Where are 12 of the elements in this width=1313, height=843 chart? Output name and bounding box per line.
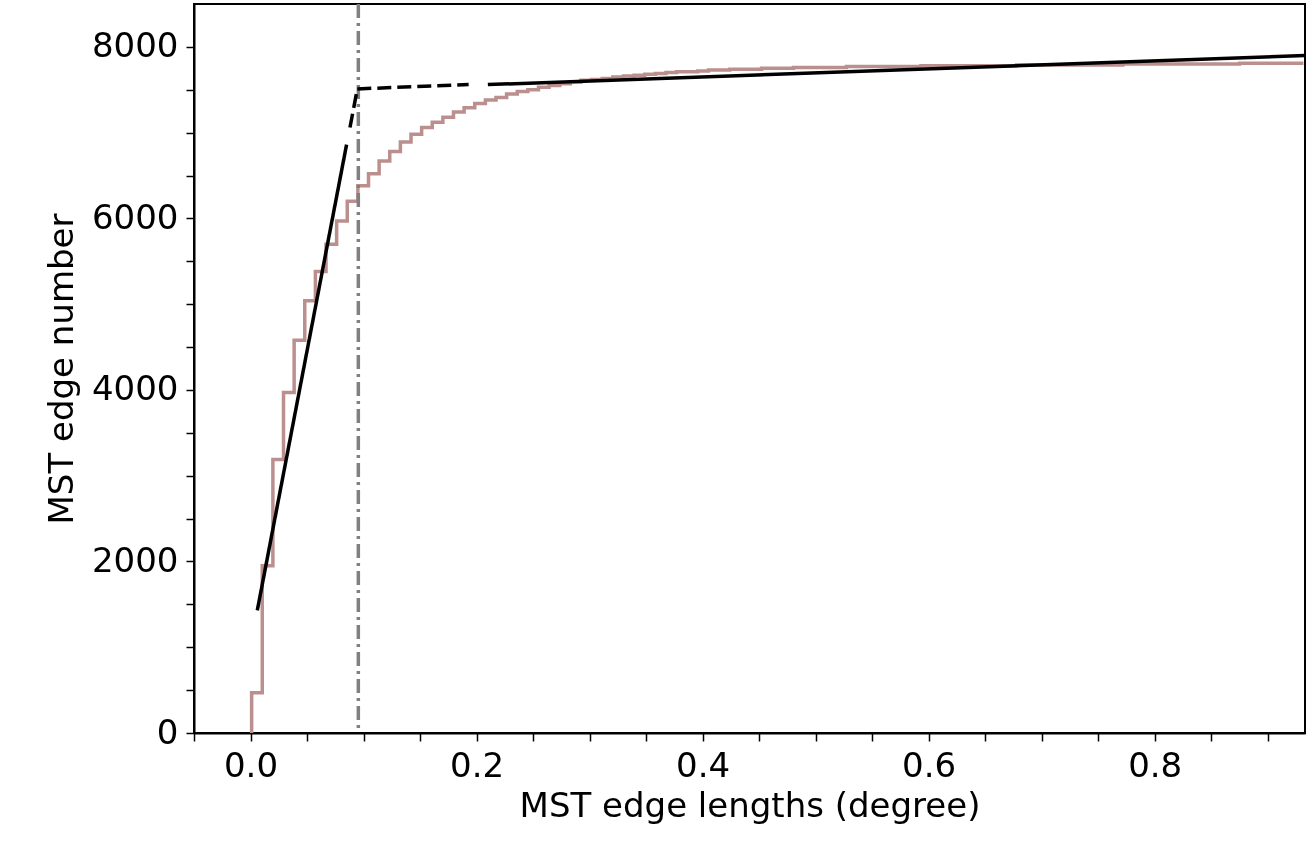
- x-axis-title: MST edge lengths (degree): [519, 784, 981, 825]
- x-tick-label: 0.8: [1128, 744, 1183, 785]
- y-tick-label: 6000: [91, 196, 179, 237]
- y-tick-label: 0: [156, 711, 179, 752]
- y-tick-label: 2000: [91, 539, 179, 580]
- y-axis-title: MST edge number: [40, 213, 81, 525]
- x-tick-label: 0.0: [223, 744, 279, 785]
- x-tick-label: 0.2: [450, 744, 505, 785]
- x-tick-label: 0.4: [676, 744, 731, 785]
- x-tick-label: 0.6: [902, 744, 957, 785]
- y-tick-label: 4000: [91, 368, 179, 409]
- y-tick-label: 8000: [91, 25, 179, 66]
